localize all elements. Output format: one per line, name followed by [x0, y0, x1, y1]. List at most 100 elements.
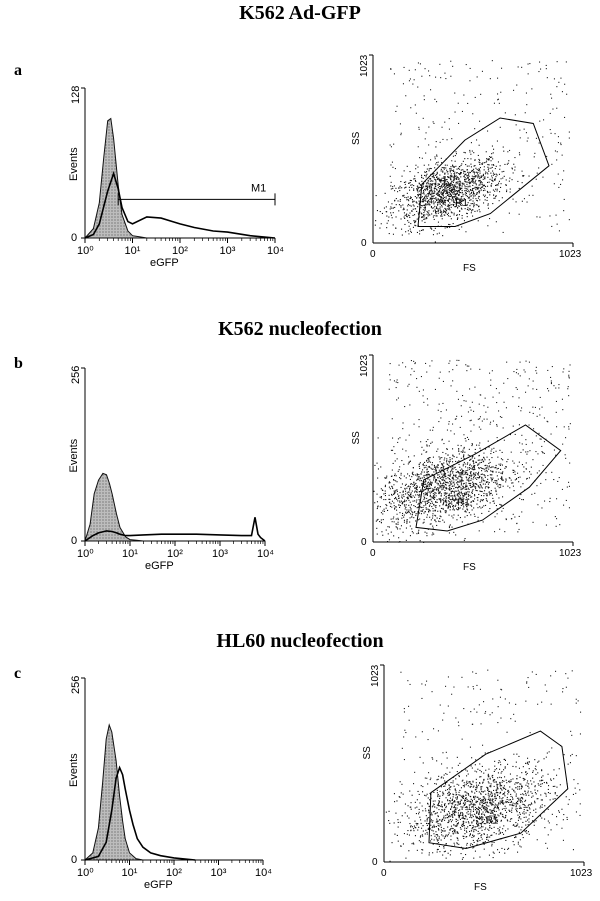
panel-b-scatter-point — [377, 505, 379, 507]
panel-a-scatter-point — [458, 205, 460, 207]
panel-c-scatter-point — [484, 801, 486, 803]
panel-b-scatter-point — [435, 501, 437, 503]
panel-c-scatter-point — [482, 816, 484, 818]
panel-a-scatter-point — [438, 177, 440, 179]
panel-b-scatter-point — [423, 541, 425, 543]
panel-b-scatter-point — [384, 486, 386, 488]
panel-b-scatter-y-min-label: 0 — [361, 537, 367, 548]
panel-c-scatter-point — [493, 793, 495, 795]
panel-a-scatter-point — [409, 182, 411, 184]
panel-c-scatter-point — [508, 791, 510, 793]
panel-a-scatter-point — [395, 204, 397, 206]
panel-c-scatter-point — [476, 822, 478, 824]
panel-b-scatter-point — [460, 489, 462, 491]
panel-c-scatter-point — [486, 802, 488, 804]
panel-a-scatter-point — [406, 199, 408, 201]
panel-b-scatter-point — [470, 471, 472, 473]
panel-a-scatter-point — [450, 204, 452, 206]
panel-a-scatter-point — [473, 168, 475, 170]
panel-c-scatter-point — [445, 807, 447, 809]
panel-b-scatter-point — [453, 514, 455, 516]
panel-b-scatter-point — [435, 495, 437, 497]
panel-a-scatter-point — [477, 177, 479, 179]
panel-b-scatter-point — [452, 369, 454, 371]
panel-c-scatter-point — [456, 794, 458, 796]
panel-c-scatter-point — [527, 780, 529, 782]
panel-b-scatter-point — [452, 477, 454, 479]
panel-c-scatter-point — [532, 777, 534, 779]
panel-b-scatter-point — [466, 471, 468, 473]
panel-c-scatter-point — [445, 857, 447, 859]
panel-a-scatter-point — [448, 223, 450, 225]
panel-a-scatter-point — [434, 184, 436, 186]
panel-a-scatter-point — [450, 166, 452, 168]
panel-b-scatter-point — [539, 408, 541, 410]
panel-a-scatter-point — [435, 181, 437, 183]
panel-b-scatter-point — [485, 448, 487, 450]
panel-a-scatter-point — [410, 205, 412, 207]
panel-a-scatter-point — [425, 196, 427, 198]
panel-a-scatter-point — [488, 167, 490, 169]
panel-a-scatter-point — [461, 185, 463, 187]
panel-a-scatter-point — [444, 199, 446, 201]
panel-b-scatter-point — [429, 494, 431, 496]
panel-b-scatter-point — [519, 476, 521, 478]
panel-a-scatter-point — [456, 214, 458, 216]
panel-b-scatter-point — [416, 475, 418, 477]
panel-b-scatter-point — [448, 462, 450, 464]
panel-a-scatter-point — [452, 181, 454, 183]
panel-b-scatter-point — [486, 500, 488, 502]
panel-a-scatter-point — [494, 178, 496, 180]
panel-b-scatter-point — [537, 453, 539, 455]
panel-b-scatter-point — [484, 490, 486, 492]
panel-b-scatter-point — [465, 511, 467, 513]
panel-a-scatter-point — [415, 208, 417, 210]
panel-a-scatter-point — [443, 182, 445, 184]
panel-b-scatter-point — [473, 466, 475, 468]
panel-a-scatter-point — [435, 193, 437, 195]
panel-b-scatter-point — [383, 508, 385, 510]
panel-b-scatter-point — [496, 493, 498, 495]
panel-b-scatter-point — [416, 533, 418, 535]
panel-a-scatter-point — [497, 161, 499, 163]
panel-b-scatter-point — [477, 516, 479, 518]
panel-b-scatter-point — [385, 499, 387, 501]
panel-b-scatter-point — [488, 510, 490, 512]
panel-a-scatter-point — [498, 102, 500, 104]
panel-b-scatter-point — [450, 385, 452, 387]
panel-a-scatter-point — [465, 174, 467, 176]
panel-b-scatter-point — [491, 480, 493, 482]
panel-b-scatter-point — [458, 493, 460, 495]
panel-c-scatter-point — [441, 834, 443, 836]
panel-c-scatter-point — [518, 807, 520, 809]
panel-b-scatter-point — [435, 479, 437, 481]
panel-c-scatter-point — [498, 802, 500, 804]
panel-b-scatter-point — [499, 503, 501, 505]
panel-c-scatter-point — [435, 812, 437, 814]
panel-b-scatter-point — [541, 451, 543, 453]
panel-c-scatter-point — [502, 815, 504, 817]
panel-c-scatter-point — [441, 763, 443, 765]
panel-b-scatter-point — [525, 443, 527, 445]
panel-b-scatter-point — [408, 510, 410, 512]
panel-b-scatter-point — [518, 424, 520, 426]
panel-b-scatter-point — [503, 382, 505, 384]
panel-a-scatter-point — [451, 184, 453, 186]
panel-a-scatter-point — [442, 195, 444, 197]
panel-b-scatter-point — [435, 470, 437, 472]
panel-a-scatter-point — [519, 154, 521, 156]
panel-a-scatter-point — [455, 193, 457, 195]
panel-b-scatter-point — [474, 477, 476, 479]
panel-b-scatter-point — [466, 493, 468, 495]
panel-c-scatter-point — [494, 814, 496, 816]
panel-b-scatter-point — [545, 472, 547, 474]
panel-b-scatter-point — [448, 496, 450, 498]
panel-c-scatter-point — [428, 817, 430, 819]
panel-b-scatter-point — [409, 501, 411, 503]
panel-b-scatter-point — [420, 513, 422, 515]
panel-b-scatter-point — [406, 522, 408, 524]
panel-a-scatter-point — [447, 181, 449, 183]
panel-c-scatter-point — [476, 784, 478, 786]
panel-b-scatter-point — [418, 476, 420, 478]
panel-a-scatter-point — [477, 188, 479, 190]
